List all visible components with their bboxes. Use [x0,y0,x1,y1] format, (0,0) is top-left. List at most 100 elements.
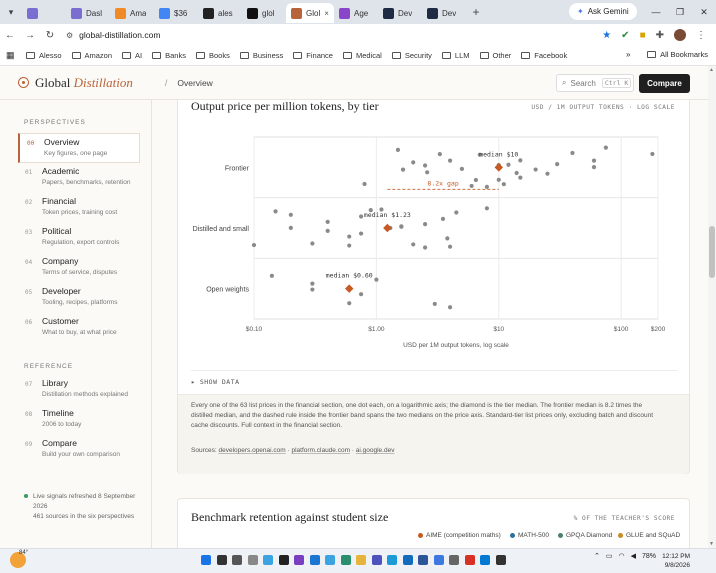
forward-button[interactable]: → [25,29,35,41]
chart-title: Output price per million tokens, by tier [191,100,379,113]
browser-tab[interactable]: ales [198,3,242,23]
sidebar-item-description: Terms of service, disputes [42,269,118,276]
brand-logo[interactable]: Global Distillation [35,75,133,91]
bookmark-folder[interactable]: Other [479,51,511,60]
bookmark-folder[interactable]: AI [122,51,142,60]
sidebar-item-company[interactable]: 04 Company Terms of service, disputes [18,253,140,283]
sidebar-item-description: Papers, benchmarks, retention [42,179,131,186]
mail-icon[interactable] [480,555,490,565]
volume-icon[interactable]: ◀ [630,553,636,560]
settings-icon[interactable] [449,555,459,565]
sidebar-item-overview[interactable]: 00 Overview Key figures, one page [18,133,140,163]
outlook-icon[interactable] [402,555,413,565]
close-tab-icon[interactable]: × [324,8,329,18]
profile-avatar[interactable] [674,29,686,41]
file-explorer-icon[interactable] [356,555,366,565]
bookmark-folder[interactable]: Facebook [521,51,567,60]
teams-icon[interactable] [371,555,382,565]
all-bookmarks-button[interactable]: All Bookmarks [647,50,708,59]
sidebar-item-timeline[interactable]: 08 Timeline 2006 to today [18,405,140,435]
browser-tab[interactable]: $36 [154,3,198,23]
minimize-button[interactable]: — [651,7,661,17]
data-point [432,301,437,307]
sidebar-item-developer[interactable]: 05 Developer Tooling, recipes, platforms [18,283,140,313]
wifi-icon[interactable]: ◠ [618,553,625,560]
ask-gemini-button[interactable]: ✦ Ask Gemini [569,3,637,20]
search-icon[interactable] [216,555,227,565]
sidebar-item-compare[interactable]: 09 Compare Build your own comparison [18,435,140,465]
bookmark-folder[interactable]: LLM [441,51,470,60]
notes-icon[interactable] [325,555,335,565]
tab-search-icon[interactable]: ▾ [8,6,14,17]
edge-icon[interactable] [387,555,397,565]
browser-tab[interactable]: Dev [422,3,466,23]
tray-chevron-icon[interactable]: ⌃ [593,553,600,560]
copilot-icon[interactable] [263,555,273,565]
vscode-icon[interactable] [309,555,320,565]
extension-lock-icon[interactable]: ■ [639,29,646,41]
widgets-icon[interactable] [247,555,258,565]
bookmark-folder[interactable]: Medical [342,51,382,60]
browser-tab[interactable]: Age [334,3,378,23]
back-button[interactable]: ← [5,29,15,41]
page-scrollbar[interactable]: ▲ ▼ [708,66,716,548]
new-tab-button[interactable]: + [472,5,480,19]
close-window-button[interactable]: ✕ [700,6,708,17]
source-link-claude[interactable]: platform.claude.com [291,447,350,454]
bookmark-folder[interactable]: Business [239,51,283,60]
data-point [514,170,519,176]
data-point [445,236,450,241]
sidebar-item-library[interactable]: 07 Library Distillation methods explained [18,375,140,405]
battery-icon[interactable]: ▭ [605,553,613,560]
scroll-down-arrow-icon[interactable]: ▼ [709,541,714,547]
browser-tab[interactable]: Ama [110,3,154,23]
terminal2-icon[interactable] [495,555,506,565]
tab-title: Dev [442,8,457,18]
search-input[interactable]: ⌕ Search Ctrl K [556,74,634,92]
browser-tab[interactable]: glol [242,3,286,23]
extensions-puzzle-icon[interactable]: ✚ [655,29,664,41]
scroll-thumb[interactable] [709,226,715,278]
legend-label: AIME (competition maths) [426,532,501,539]
data-point [473,177,478,183]
bookmark-folder[interactable]: Finance [293,51,333,60]
compare-button[interactable]: Compare [639,74,690,93]
browser-tab[interactable]: Dev [378,3,422,23]
bookmark-star-icon[interactable]: ★ [602,29,612,41]
word-icon[interactable] [418,555,428,565]
sidebar-item-financial[interactable]: 02 Financial Token prices, training cost [18,193,140,223]
browser-tab[interactable]: Dasl [66,3,110,23]
bookmark-folder[interactable]: Amazon [71,51,112,60]
url-field[interactable]: ⚙ global-distillation.com [66,27,602,43]
photos-icon[interactable] [340,555,351,565]
reload-button[interactable]: ↻ [45,29,55,41]
extension-check-icon[interactable]: ✔ [621,29,630,41]
apps-grid-icon[interactable]: ▦ [6,50,15,60]
source-link-google[interactable]: ai.google.dev [355,447,395,454]
terminal-icon[interactable] [278,555,289,565]
bookmark-folder[interactable]: Alesso [26,51,62,60]
bookmarks-overflow-icon[interactable]: » [626,50,631,59]
weather-icon[interactable] [10,552,26,568]
start-icon[interactable] [201,555,211,565]
browser-tab[interactable]: Glol × [286,3,334,23]
scroll-up-arrow-icon[interactable]: ▲ [709,67,714,73]
app-icon[interactable] [294,555,304,565]
source-link-openai[interactable]: developers.openai.com [218,447,286,454]
site-info-icon[interactable]: ⚙ [66,30,74,40]
browser-menu-icon[interactable]: ⋮ [696,29,706,41]
logo-icon[interactable] [18,77,29,88]
sidebar-item-academic[interactable]: 01 Academic Papers, benchmarks, retention [18,163,140,193]
sidebar-item-political[interactable]: 03 Political Regulation, export controls [18,223,140,253]
maximize-button[interactable]: ❐ [675,6,685,17]
browser-tab[interactable] [22,3,66,23]
bookmark-folder[interactable]: Security [391,51,432,60]
clock[interactable]: 12:12 PM 9/8/2026 [662,552,690,570]
chrome-icon[interactable] [464,555,475,565]
messenger-icon[interactable] [433,555,444,565]
bookmark-folder[interactable]: Banks [152,51,186,60]
bookmark-folder[interactable]: Books [195,51,230,60]
show-data-toggle[interactable]: ▸ SHOW DATA [191,378,240,386]
task-view-icon[interactable] [232,555,242,565]
sidebar-item-customer[interactable]: 06 Customer What to buy, at what price [18,313,140,343]
